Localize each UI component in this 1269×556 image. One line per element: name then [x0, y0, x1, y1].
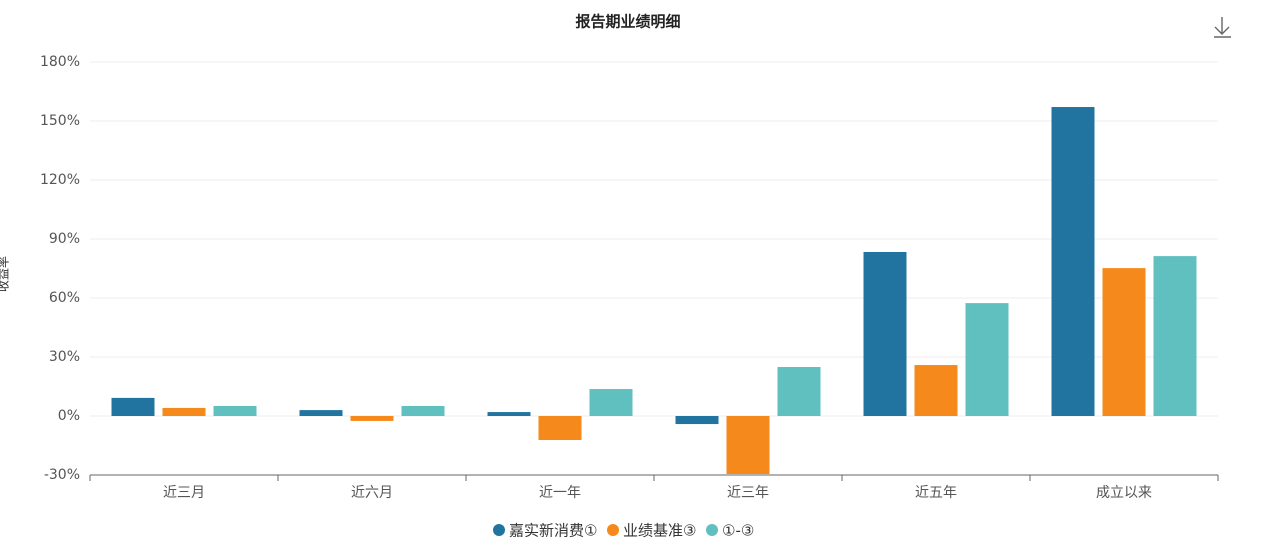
legend-label: ①-③: [722, 522, 754, 540]
bar: [726, 416, 770, 475]
bar: [589, 389, 633, 416]
bar: [1051, 107, 1095, 416]
bar: [162, 407, 206, 416]
bar: [675, 416, 719, 425]
bar: [914, 365, 958, 416]
legend-swatch: [493, 524, 505, 536]
y-axis-label: 收益率: [0, 256, 11, 292]
y-tick-label: -30%: [44, 467, 80, 483]
download-icon[interactable]: [1214, 17, 1231, 38]
x-tick-label: 成立以来: [1096, 485, 1152, 501]
bar: [863, 251, 907, 416]
x-tick-label: 近五年: [915, 485, 957, 501]
bar: [299, 410, 343, 416]
legend-swatch: [706, 524, 718, 536]
bar: [213, 405, 257, 416]
x-tick-label: 近六月: [351, 485, 393, 501]
y-tick-label: 30%: [49, 349, 80, 365]
y-tick-label: 90%: [49, 231, 80, 247]
bar: [350, 416, 394, 421]
y-tick-label: 0%: [58, 408, 80, 424]
legend-label: 嘉实新消费①: [509, 522, 597, 540]
chart-title: 报告期业绩明细: [575, 13, 680, 31]
bar: [401, 405, 445, 416]
bar: [1102, 268, 1146, 416]
y-tick-label: 150%: [40, 113, 80, 129]
y-tick-label: 60%: [49, 290, 80, 306]
x-tick-label: 近三月: [163, 485, 205, 501]
bar: [777, 367, 821, 416]
bar: [965, 303, 1009, 416]
legend-label: 业绩基准③: [623, 522, 696, 540]
y-tick-label: 120%: [40, 172, 80, 188]
x-tick-label: 近三年: [727, 485, 769, 501]
download-glyph[interactable]: [1214, 17, 1231, 38]
bar: [111, 397, 155, 416]
y-tick-label: 180%: [40, 54, 80, 70]
bar: [487, 412, 531, 416]
bar: [538, 416, 582, 440]
bar: [1153, 256, 1197, 416]
legend-swatch: [607, 524, 619, 536]
x-tick-label: 近一年: [539, 485, 581, 501]
